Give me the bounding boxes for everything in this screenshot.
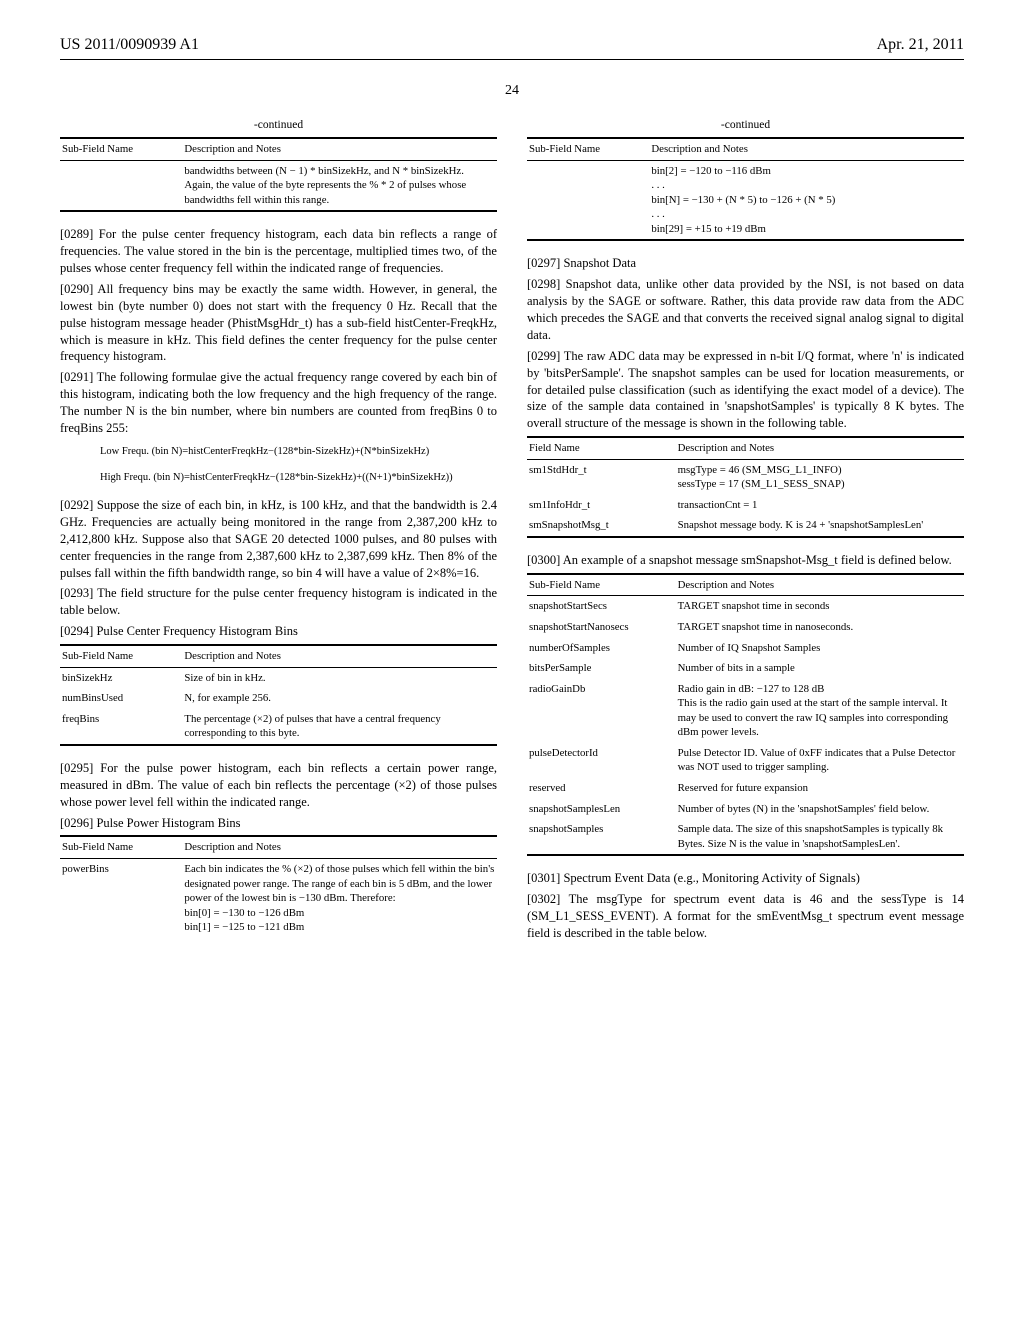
formula-low-freq: Low Frequ. (bin N)=histCenterFreqkHz−(12… [100, 445, 487, 459]
td-empty [527, 160, 649, 240]
td-desc: bandwidths between (N − 1) * binSizekHz,… [182, 160, 497, 211]
continued-label: -continued [60, 118, 497, 134]
th-desc: Description and Notes [182, 138, 497, 160]
th: Field Name [527, 437, 676, 459]
td: snapshotSamplesLen [527, 799, 676, 820]
paragraph-0289: [0289] For the pulse center frequency hi… [60, 226, 497, 277]
td: N, for example 256. [182, 688, 497, 709]
td: freqBins [60, 709, 182, 745]
paragraph-0293: [0293] The field structure for the pulse… [60, 585, 497, 619]
td: sm1InfoHdr_t [527, 495, 676, 516]
td: snapshotStartSecs [527, 596, 676, 617]
table-msg-struct: Field Name Description and Notes sm1StdH… [527, 436, 964, 538]
td: Snapshot message body. K is 24 + 'snapsh… [676, 515, 964, 537]
td: binSizekHz [60, 667, 182, 688]
td: Radio gain in dB: −127 to 128 dB This is… [676, 679, 964, 743]
td: sm1StdHdr_t [527, 459, 676, 495]
td: snapshotSamples [527, 819, 676, 855]
th: Description and Notes [182, 836, 497, 858]
td: numBinsUsed [60, 688, 182, 709]
paragraph-0300: [0300] An example of a snapshot message … [527, 552, 964, 569]
td: msgType = 46 (SM_MSG_L1_INFO) sessType =… [676, 459, 964, 495]
continued-label: -continued [527, 118, 964, 134]
th: Description and Notes [182, 645, 497, 667]
td-empty [60, 160, 182, 211]
td: TARGET snapshot time in seconds [676, 596, 964, 617]
td: The percentage (×2) of pulses that have … [182, 709, 497, 745]
right-column: -continued Sub-Field Name Description an… [527, 118, 964, 951]
table-pphb: Sub-Field Name Description and Notes pow… [60, 835, 497, 937]
td: Number of bits in a sample [676, 658, 964, 679]
th-subfield: Sub-Field Name [60, 138, 182, 160]
td: bin[2] = −120 to −116 dBm . . . bin[N] =… [649, 160, 964, 240]
paragraph-0291: [0291] The following formulae give the a… [60, 369, 497, 437]
page-header: US 2011/0090939 A1 Apr. 21, 2011 [60, 34, 964, 60]
td: snapshotStartNanosecs [527, 617, 676, 638]
td: numberOfSamples [527, 638, 676, 659]
paragraph-0302: [0302] The msgType for spectrum event da… [527, 891, 964, 942]
paragraph-0297: [0297] Snapshot Data [527, 255, 964, 272]
paragraph-0296: [0296] Pulse Power Histogram Bins [60, 815, 497, 832]
formula-high-freq: High Frequ. (bin N)=histCenterFreqkHz−(1… [100, 471, 487, 485]
paragraph-0292: [0292] Suppose the size of each bin, in … [60, 497, 497, 581]
paragraph-0294: [0294] Pulse Center Frequency Histogram … [60, 623, 497, 640]
paragraph-0301: [0301] Spectrum Event Data (e.g., Monito… [527, 870, 964, 887]
td: radioGainDb [527, 679, 676, 743]
td: powerBins [60, 858, 182, 937]
page-number: 24 [60, 82, 964, 101]
publication-number: US 2011/0090939 A1 [60, 34, 199, 56]
td: Sample data. The size of this snapshotSa… [676, 819, 964, 855]
td: Pulse Detector ID. Value of 0xFF indicat… [676, 743, 964, 778]
paragraph-0299: [0299] The raw ADC data may be expressed… [527, 348, 964, 432]
td: smSnapshotMsg_t [527, 515, 676, 537]
table-continued-right: Sub-Field Name Description and Notes bin… [527, 137, 964, 241]
td: TARGET snapshot time in nanoseconds. [676, 617, 964, 638]
td: Number of IQ Snapshot Samples [676, 638, 964, 659]
td: Size of bin in kHz. [182, 667, 497, 688]
publication-date: Apr. 21, 2011 [877, 34, 964, 56]
table-continued-left: Sub-Field Name Description and Notes ban… [60, 137, 497, 212]
td: Each bin indicates the % (×2) of those p… [182, 858, 497, 937]
paragraph-0295: [0295] For the pulse power histogram, ea… [60, 760, 497, 811]
td: transactionCnt = 1 [676, 495, 964, 516]
paragraph-0298: [0298] Snapshot data, unlike other data … [527, 276, 964, 344]
th: Sub-Field Name [527, 574, 676, 596]
td: reserved [527, 778, 676, 799]
th: Description and Notes [676, 437, 964, 459]
table-pcfhb: Sub-Field Name Description and Notes bin… [60, 644, 497, 746]
th: Sub-Field Name [60, 645, 182, 667]
paragraph-0290: [0290] All frequency bins may be exactly… [60, 281, 497, 365]
td: Reserved for future expansion [676, 778, 964, 799]
th: Description and Notes [676, 574, 964, 596]
td: pulseDetectorId [527, 743, 676, 778]
table-snapshot-fields: Sub-Field Name Description and Notes sna… [527, 573, 964, 856]
td: Number of bytes (N) in the 'snapshotSamp… [676, 799, 964, 820]
td: bitsPerSample [527, 658, 676, 679]
left-column: -continued Sub-Field Name Description an… [60, 118, 497, 951]
th: Description and Notes [649, 138, 964, 160]
th: Sub-Field Name [527, 138, 649, 160]
th: Sub-Field Name [60, 836, 182, 858]
